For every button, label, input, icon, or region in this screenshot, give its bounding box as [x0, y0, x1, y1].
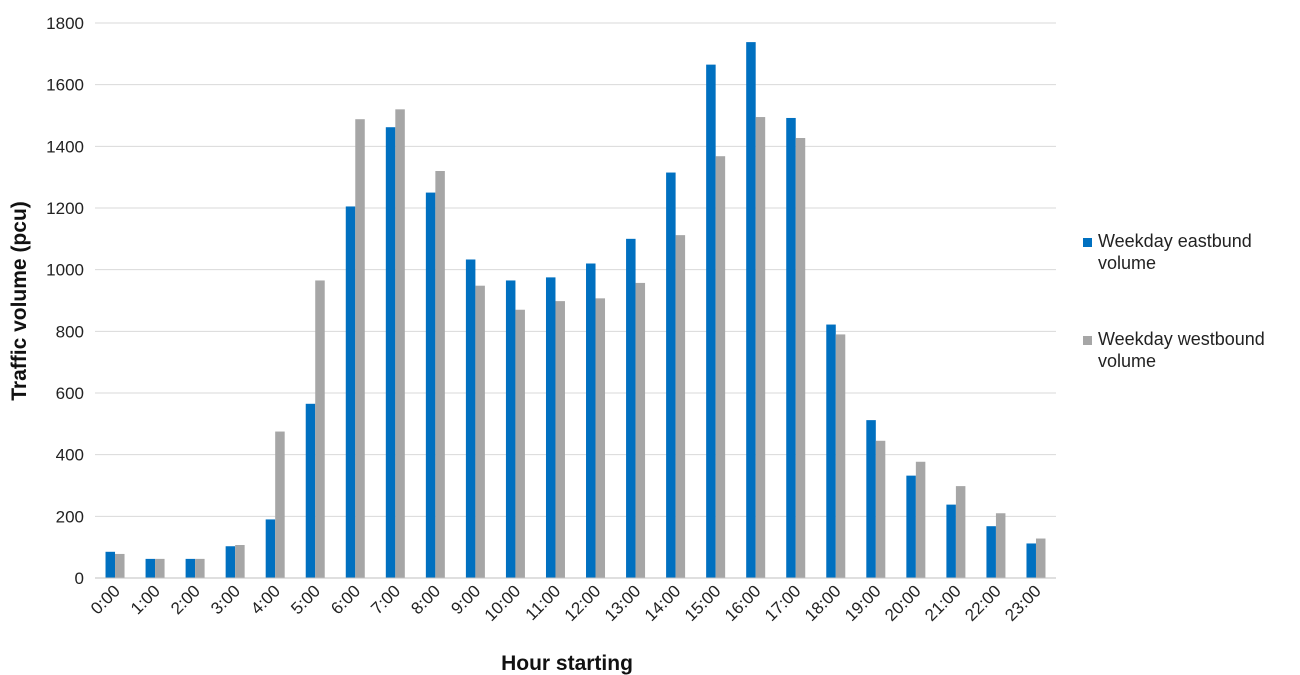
bar-eastbound-200: [185, 558, 196, 578]
y-tick-label: 200: [56, 507, 84, 526]
x-tick-label: 9:00: [447, 581, 484, 618]
y-tick-label: 600: [56, 384, 84, 403]
bar-westbound-000: [115, 553, 125, 578]
bar-westbound-300: [235, 545, 245, 578]
x-tick-label: 5:00: [287, 581, 324, 618]
y-tick-label: 800: [56, 322, 84, 341]
y-tick-label: 1400: [46, 137, 84, 156]
x-tick-label: 22:00: [961, 581, 1005, 625]
bar-westbound-1200: [595, 298, 606, 578]
bar-eastbound-1000: [505, 280, 516, 578]
x-tick-label: 1:00: [127, 581, 164, 618]
bar-eastbound-900: [465, 259, 476, 578]
y-tick-label: 1800: [46, 14, 84, 33]
bar-westbound-2000: [915, 461, 926, 578]
y-tick-label: 1600: [46, 76, 84, 95]
bar-eastbound-500: [305, 403, 316, 578]
bar-westbound-1500: [715, 156, 726, 578]
bar-westbound-1400: [675, 235, 686, 578]
bar-eastbound-1900: [866, 420, 876, 578]
bar-eastbound-1300: [626, 238, 636, 579]
legend-swatch: [1083, 336, 1092, 345]
bar-eastbound-1600: [746, 42, 756, 579]
y-tick-label: 0: [75, 569, 84, 588]
bar-westbound-2100: [955, 486, 966, 578]
x-tick-label: 14:00: [641, 581, 685, 625]
bar-westbound-1900: [875, 440, 886, 578]
x-tick-label: 18:00: [801, 581, 845, 625]
bar-eastbound-800: [425, 192, 436, 579]
gridlines: [95, 22, 1056, 517]
x-tick-labels: 0:00 1:00 2:00 3:00 4:00 5:00 6:00 7:00 8:00 9:00…: [87, 581, 1045, 625]
bar-westbound-1800: [835, 334, 846, 578]
bar-westbound-2200: [995, 513, 1006, 578]
x-tick-label: 11:00: [522, 581, 565, 624]
y-axis-title: Traffic volume (pcu): [8, 201, 31, 401]
bar-eastbound-700: [385, 127, 396, 578]
x-tick-label: 6:00: [327, 581, 364, 618]
x-axis-title: Hour starting: [501, 652, 633, 675]
legend-label: Weekday westbound volume: [1098, 329, 1265, 371]
x-tick-label: 19:00: [841, 581, 885, 625]
x-tick-label: 2:00: [167, 581, 204, 618]
bar-westbound-800: [435, 171, 445, 578]
bar-westbound-1700: [795, 138, 806, 578]
bar-eastbound-600: [345, 206, 356, 579]
bar-eastbound-100: [145, 558, 156, 578]
bar-eastbound-400: [265, 519, 276, 578]
bar-westbound-2300: [1035, 538, 1046, 578]
x-tick-label: 21:00: [921, 581, 965, 625]
bar-eastbound-2000: [906, 475, 916, 578]
y-tick-label: 1000: [46, 261, 84, 280]
x-tick-label: 13:00: [601, 581, 645, 625]
x-tick-label: 23:00: [1001, 581, 1045, 625]
bar-westbound-700: [395, 109, 405, 578]
bar-eastbound-1700: [786, 117, 796, 578]
x-tick-label: 10:00: [481, 581, 525, 625]
bar-westbound-600: [355, 119, 365, 578]
x-tick-label: 20:00: [881, 581, 925, 625]
bar-eastbound-1800: [826, 324, 836, 578]
bar-eastbound-1100: [545, 277, 556, 578]
x-tick-label: 3:00: [207, 581, 244, 618]
y-tick-label: 1200: [46, 199, 84, 218]
legend: Weekday eastbund volume Weekday westbound v…: [1083, 231, 1265, 371]
x-tick-label: 15:00: [681, 581, 725, 625]
bar-eastbound-1200: [586, 263, 596, 578]
x-tick-label: 16:00: [721, 581, 765, 625]
bar-eastbound-1400: [666, 172, 676, 578]
bar-westbound-900: [475, 285, 485, 578]
bar-westbound-100: [155, 558, 165, 578]
x-tick-label: 17:00: [761, 581, 805, 625]
y-tick-labels: 0 200 400 600 800 1000 1200 1400 1600 1800: [46, 14, 84, 588]
x-tick-label: 8:00: [407, 581, 444, 618]
legend-label: Weekday eastbund volume: [1098, 231, 1252, 273]
bar-westbound-1000: [515, 309, 525, 578]
x-tick-label: 7:00: [367, 581, 404, 618]
x-tick-label: 12:00: [561, 581, 605, 625]
bar-westbound-500: [315, 280, 325, 578]
bar-eastbound-300: [225, 546, 236, 578]
bar-westbound-1300: [635, 282, 646, 578]
bar-westbound-400: [275, 431, 285, 578]
x-tick-label: 4:00: [247, 581, 284, 618]
bar-eastbound-2200: [986, 526, 996, 578]
bar-westbound-1600: [755, 117, 766, 579]
x-tick-label: 0:00: [87, 581, 124, 618]
y-tick-label: 400: [56, 446, 84, 465]
bar-westbound-200: [195, 558, 205, 578]
bars: [105, 42, 1046, 579]
bar-westbound-1100: [555, 301, 565, 578]
legend-swatch: [1083, 238, 1092, 247]
bar-eastbound-000: [105, 551, 116, 578]
bar-eastbound-1500: [706, 64, 716, 578]
bar-eastbound-2100: [946, 504, 956, 578]
bar-eastbound-2300: [1026, 543, 1036, 578]
